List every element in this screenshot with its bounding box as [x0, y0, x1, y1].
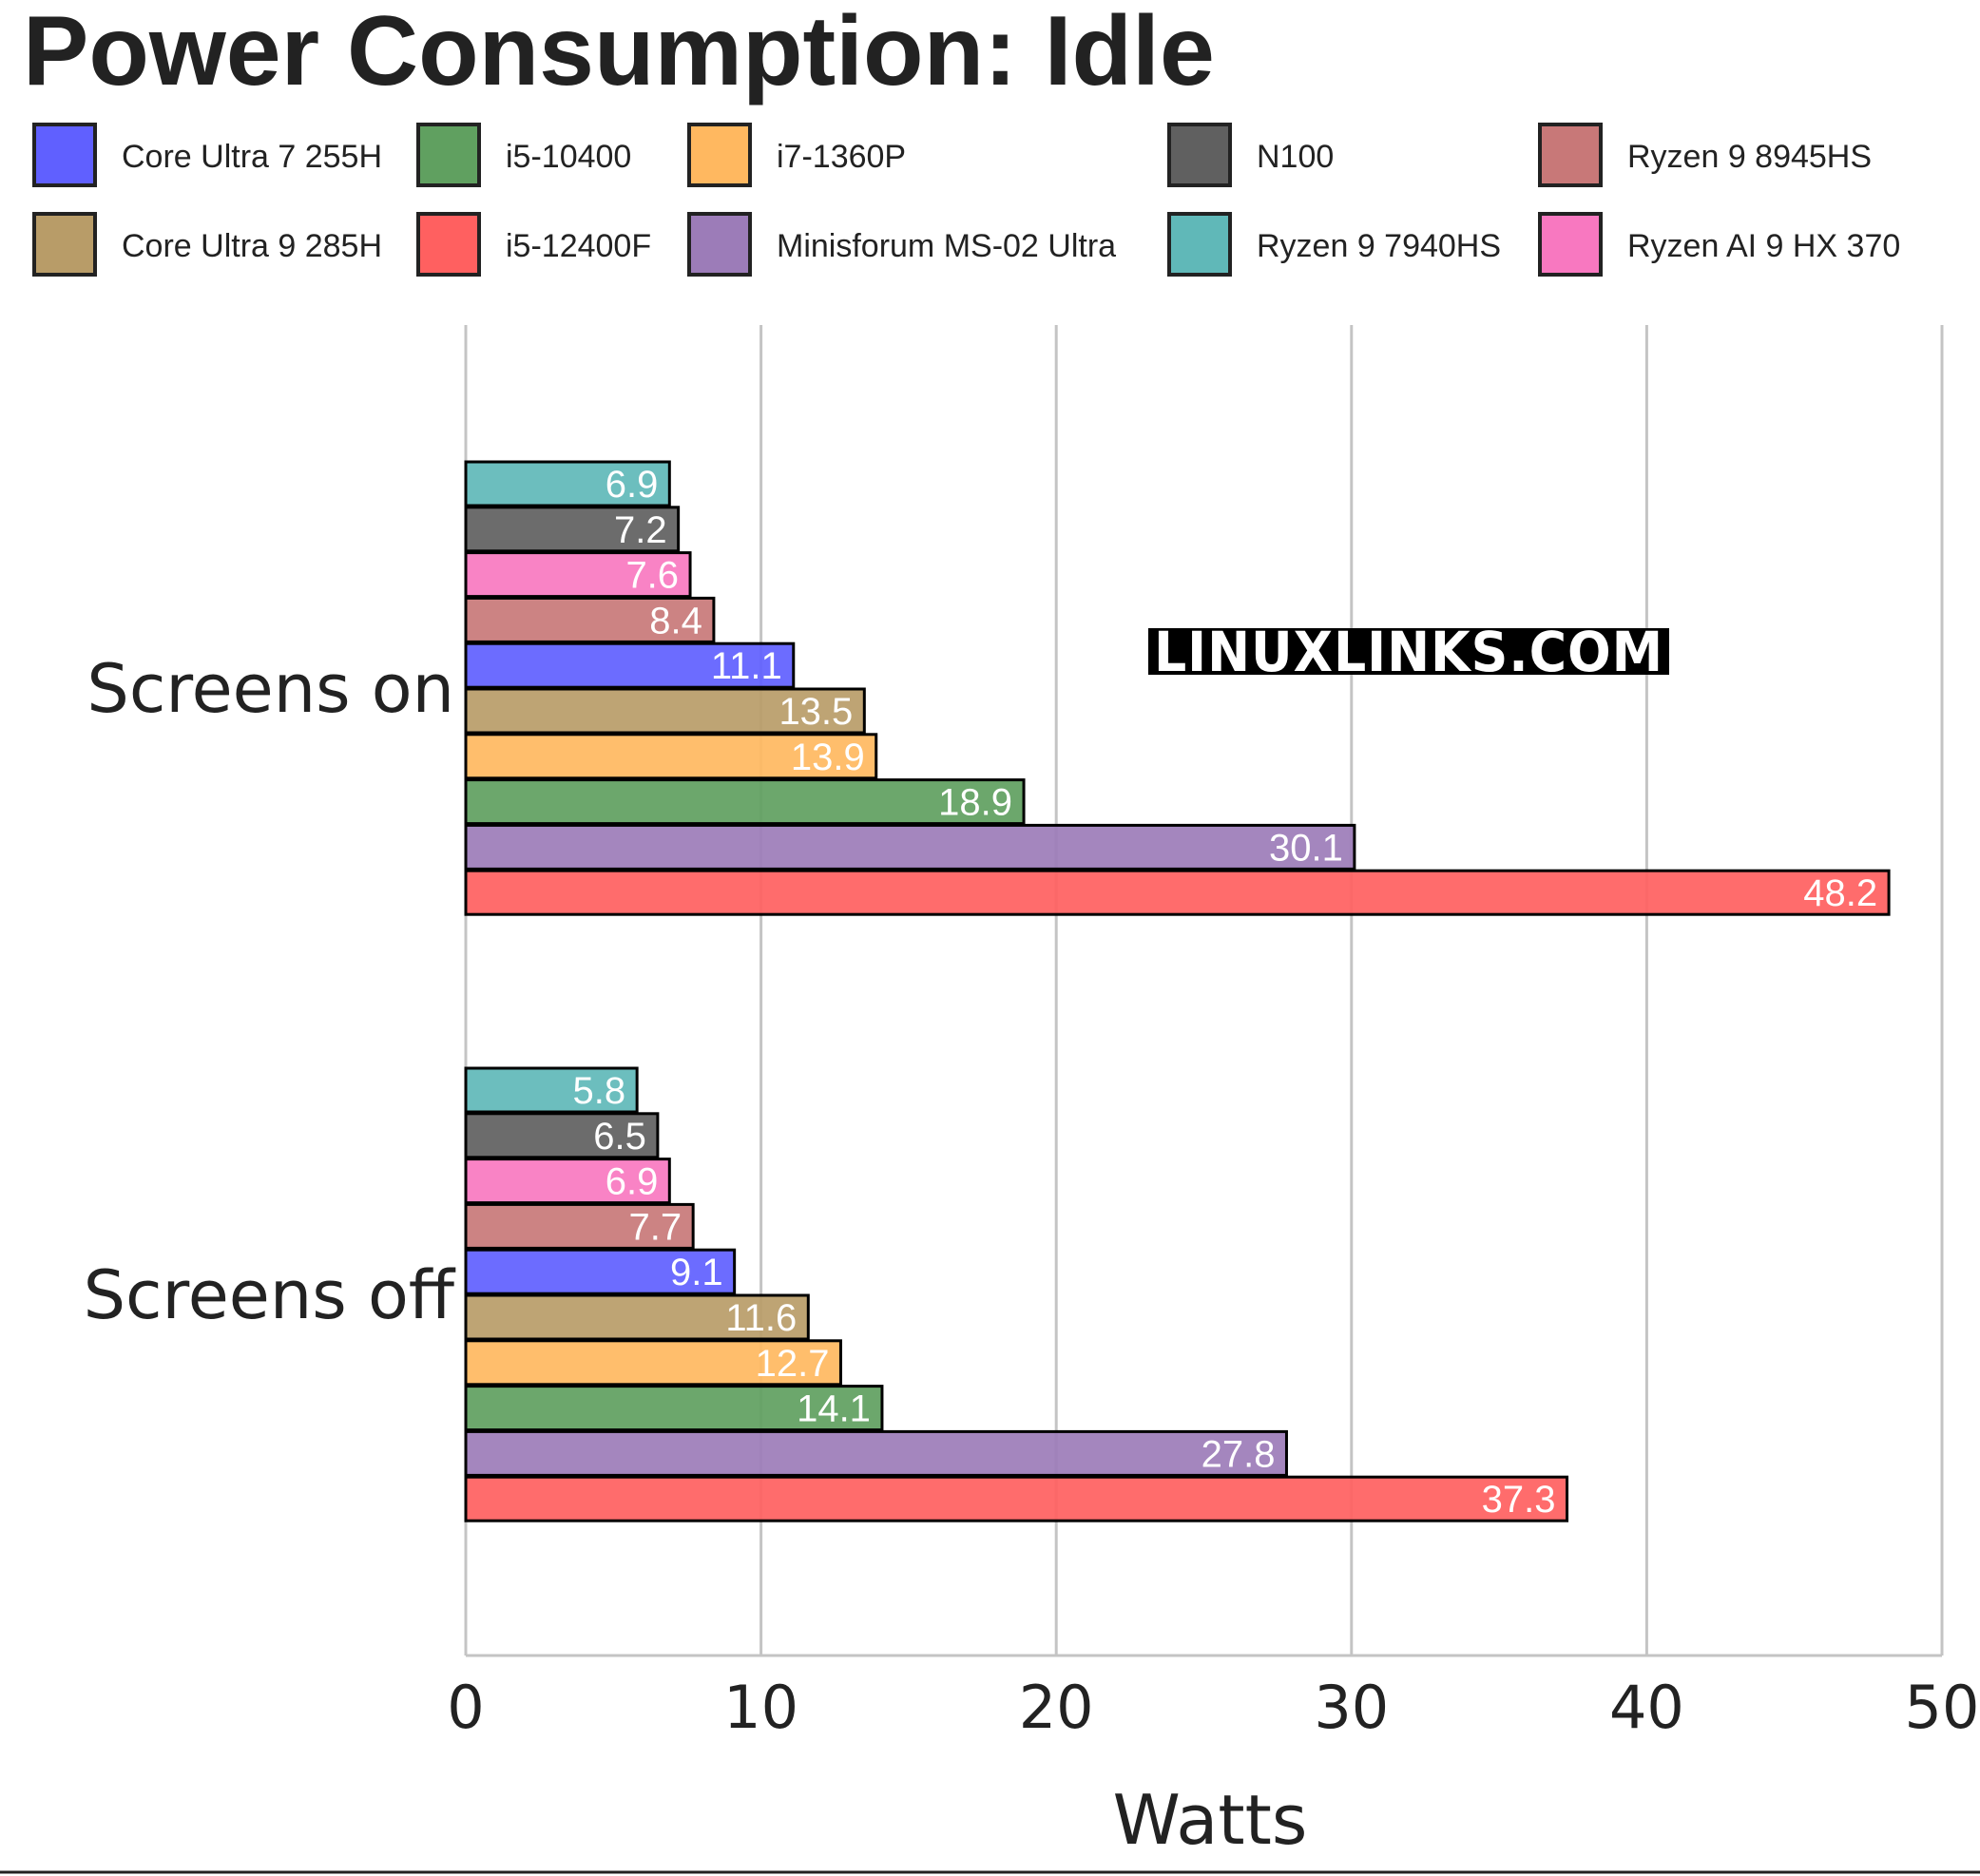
bar-i5-12400f — [464, 1475, 1569, 1522]
bar-value-label: 9.1 — [670, 1252, 723, 1293]
legend-label: i5-12400F — [506, 228, 651, 264]
watermark-background — [1148, 628, 1669, 675]
bar-i5-10400 — [464, 778, 1026, 826]
legend-item-ryzen-9-8945hs: Ryzen 9 8945HS — [1538, 123, 1872, 187]
legend-item-i7-1360p: i7-1360P — [687, 123, 906, 187]
legend: Core Ultra 7 255H i5-10400 i7-1360P N100 Ryz… — [32, 123, 1900, 277]
legend-label: Core Ultra 7 255H — [122, 139, 382, 175]
legend-swatch — [1538, 123, 1603, 187]
bar-value-label: 27.8 — [1201, 1433, 1276, 1475]
bar-core-ultra-7-255h — [464, 1248, 737, 1295]
bar-value-label: 12.7 — [756, 1343, 830, 1385]
bar-value-label: 8.4 — [649, 600, 702, 641]
x-tick-label: 0 — [447, 1673, 484, 1742]
legend-item-n100: N100 — [1167, 123, 1334, 187]
category-label-screens-on: Screens on — [87, 650, 454, 728]
legend-item-minisforum-ms-02-ultra: Minisforum MS-02 Ultra — [687, 212, 1116, 277]
bar-i5-10400 — [464, 1385, 884, 1432]
legend-item-core-ultra-9-285h: Core Ultra 9 285H — [32, 212, 382, 277]
bar-value-label: 48.2 — [1803, 872, 1877, 914]
category-label-screens-off: Screens off — [84, 1256, 456, 1334]
bar-minisforum-ms-02-ultra — [464, 823, 1356, 871]
bar-group-screens-on: 6.97.27.68.411.113.513.9 18.9 30.1 48.2 — [464, 460, 1891, 916]
legend-item-ryzen-9-7940hs: Ryzen 9 7940HS — [1167, 212, 1501, 277]
legend-swatch — [416, 212, 481, 277]
legend-swatch — [1167, 123, 1232, 187]
bar-value-label: 13.5 — [779, 691, 853, 733]
bar-n100 — [464, 506, 681, 553]
legend-label: Ryzen AI 9 HX 370 — [1627, 228, 1900, 264]
chart-title: Power Consumption: Idle — [23, 0, 1215, 106]
legend-label: Ryzen 9 8945HS — [1627, 139, 1872, 175]
legend-label: i5-10400 — [506, 139, 631, 175]
legend-swatch — [687, 212, 752, 277]
bar-value-label: 6.9 — [606, 1161, 659, 1203]
category-labels: Screens on Screens off — [84, 650, 456, 1334]
legend-item-i5-12400f: i5-12400F — [416, 212, 651, 277]
legend-swatch — [1167, 212, 1232, 277]
bar-ryzen-9-7940hs — [464, 1066, 639, 1114]
bar-value-label: 6.9 — [606, 464, 659, 506]
x-tick-label: 30 — [1314, 1673, 1389, 1742]
legend-item-core-ultra-7-255h: Core Ultra 7 255H — [32, 123, 382, 187]
x-tick-label: 10 — [723, 1673, 798, 1742]
legend-item-i5-10400: i5-10400 — [416, 123, 631, 187]
legend-label: Ryzen 9 7940HS — [1257, 228, 1501, 264]
bar-i5-12400f — [464, 869, 1891, 916]
watermark: LINUXLINKS.COM — [1148, 620, 1669, 684]
bar-value-label: 37.3 — [1482, 1479, 1556, 1521]
bar-group-screens-off: 5.86.56.97.79.111.612.714.1 27.8 37.3 — [464, 1066, 1569, 1522]
bars: 6.97.27.68.411.113.513.918.930.148.25.86… — [464, 460, 1891, 1522]
bar-value-label: 6.5 — [593, 1116, 646, 1158]
bar-value-label: 11.6 — [725, 1297, 797, 1339]
bar-value-label: 7.6 — [625, 555, 679, 597]
x-tick-label: 20 — [1019, 1673, 1094, 1742]
legend-swatch — [32, 212, 97, 277]
legend-label: i7-1360P — [777, 139, 906, 175]
watermark-text: LINUXLINKS.COM — [1154, 620, 1663, 684]
bar-ryzen-9-7940hs — [464, 460, 671, 507]
bar-value-label: 18.9 — [938, 782, 1012, 824]
legend-item-ryzen-ai-9-hx-370: Ryzen AI 9 HX 370 — [1538, 212, 1900, 277]
legend-swatch — [687, 123, 752, 187]
legend-swatch — [1538, 212, 1603, 277]
bar-core-ultra-9-285h — [464, 687, 866, 735]
bar-ryzen-ai-9-hx-370 — [464, 551, 692, 599]
bar-minisforum-ms-02-ultra — [464, 1429, 1288, 1477]
bar-n100 — [464, 1112, 660, 1159]
x-axis-title: Watts — [1113, 1780, 1308, 1860]
x-tick-label: 50 — [1905, 1673, 1980, 1742]
bar-i7-1360p — [464, 1339, 842, 1387]
bar-core-ultra-9-285h — [464, 1293, 810, 1341]
bar-value-label: 13.9 — [791, 737, 865, 778]
bar-value-label: 7.2 — [614, 509, 667, 551]
legend-label: N100 — [1257, 139, 1334, 175]
bar-value-label: 14.1 — [797, 1388, 871, 1430]
bar-core-ultra-7-255h — [464, 641, 796, 689]
x-tick-labels: 0 10 20 30 40 50 — [447, 1673, 1979, 1742]
x-tick-label: 40 — [1609, 1673, 1684, 1742]
legend-label: Minisforum MS-02 Ultra — [777, 228, 1116, 264]
legend-swatch — [32, 123, 97, 187]
bar-value-label: 7.7 — [629, 1206, 682, 1248]
bar-i7-1360p — [464, 733, 878, 780]
bar-value-label: 30.1 — [1269, 827, 1343, 869]
bar-ryzen-ai-9-hx-370 — [464, 1158, 671, 1205]
bar-value-label: 5.8 — [573, 1070, 626, 1112]
legend-label: Core Ultra 9 285H — [122, 228, 382, 264]
bar-ryzen-9-8945hs — [464, 596, 716, 643]
legend-swatch — [416, 123, 481, 187]
bar-ryzen-9-8945hs — [464, 1202, 695, 1250]
bar-value-label: 11.1 — [711, 645, 782, 687]
